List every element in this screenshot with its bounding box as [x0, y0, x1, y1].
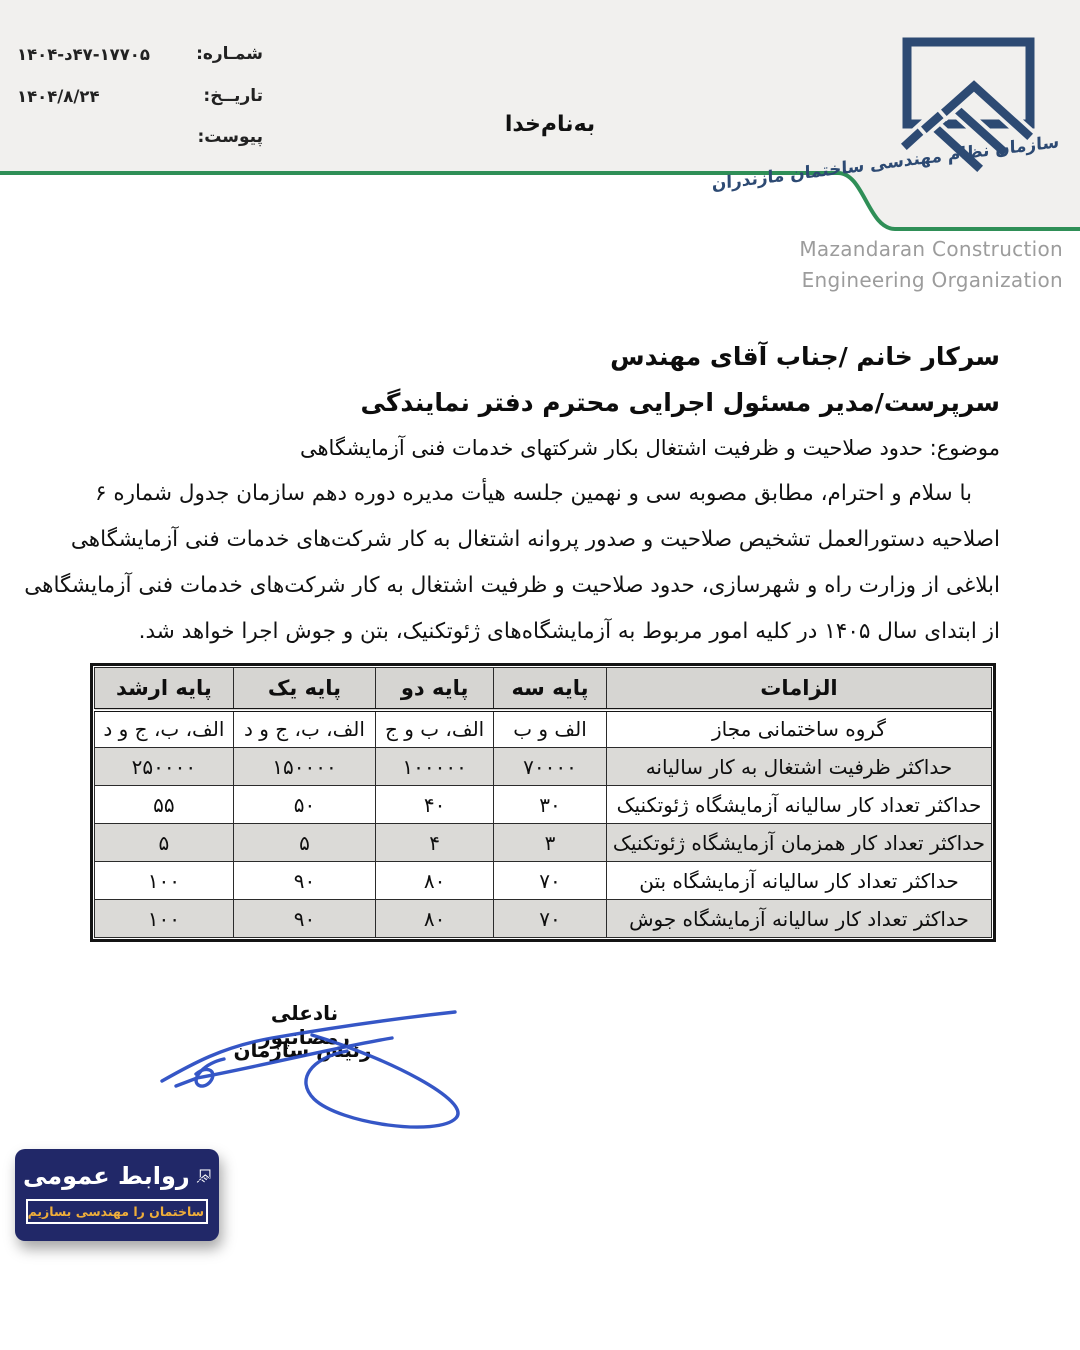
date-value: ۱۴۰۴/۸/۲۴	[17, 87, 100, 106]
body-paragraph: با سلام و احترام، مطابق مصوبه سی و نهمین…	[24, 474, 1000, 658]
table-cell: ۱۰۰	[94, 899, 234, 938]
row-label: حداکثر تعداد کار سالیانه آزمایشگاه بتن	[605, 861, 993, 900]
table-cell: الف، ب و ج	[375, 709, 495, 748]
table-cell: ۹۰	[232, 861, 377, 900]
table-cell: ۸۰	[375, 899, 495, 938]
number-label: شمـاره:	[196, 44, 263, 64]
pr-badge-icon	[195, 1169, 211, 1184]
table-cell: ۱۵۰۰۰۰	[232, 747, 377, 786]
subject-line: موضوع: حدود صلاحیت و ظرفیت اشتغال بکار ش…	[299, 436, 1000, 460]
recipient-block: سرکار خانم /جناب آقای مهندس سرپرست/مدیر …	[80, 334, 1000, 468]
table-cell: ۹۰	[232, 899, 377, 938]
header-band	[0, 0, 1080, 231]
capacity-table-frame: الزامات پایه سه پایه دو پایه یک پایه ارش…	[90, 663, 996, 942]
number-value: ۱۴۰۴-د۴۷-۱۷۷۰۵	[17, 45, 150, 64]
header-cell-grade2: پایه دو	[375, 667, 495, 712]
recipient-line2: سرپرست/مدیر مسئول اجرایی محترم دفتر نمای…	[360, 388, 1000, 417]
row-label: حداکثر تعداد کار سالیانه آزمایشگاه ژئوتک…	[605, 785, 993, 824]
header-cell-grade1: پایه یک	[232, 667, 377, 712]
table-row: حداکثر تعداد کار سالیانه آزمایشگاه بتن ۷…	[94, 861, 993, 900]
signature-scribble	[160, 1010, 460, 1129]
table-row: حداکثر تعداد کار سالیانه آزمایشگاه ژئوتک…	[94, 785, 993, 824]
body-line-3: ابلاغی از وزارت راه و شهرسازی، حدود صلاح…	[24, 573, 1000, 598]
table-row: حداکثر ظرفیت اشتغال به کار سالیانه ۷۰۰۰۰…	[94, 747, 993, 786]
table-cell: الف، ب، ج و د	[94, 709, 234, 748]
table-row: حداکثر تعداد کار همزمان آزمایشگاه ژئوتکن…	[94, 823, 993, 862]
table-cell: الف و ب	[493, 709, 607, 748]
body-line-1: با سلام و احترام، مطابق مصوبه سی و نهمین…	[94, 481, 972, 506]
table-cell: ۵	[94, 823, 234, 862]
pr-badge-top: روابط عمومی	[15, 1149, 219, 1196]
organization-name-english: Mazandaran Construction Engineering Orga…	[799, 234, 1063, 296]
pr-badge-title: روابط عمومی	[23, 1162, 190, 1190]
table-row: گروه ساختمانی مجاز الف و ب الف، ب و ج ال…	[94, 709, 993, 748]
organization-logo-icon	[895, 37, 1039, 178]
header-cell-grade3: پایه سه	[493, 667, 607, 712]
table-cell: ۱۰۰۰۰۰	[375, 747, 495, 786]
table-cell: ۱۰۰	[94, 861, 234, 900]
pr-badge: روابط عمومی ساختمان را مهندسی بسازیم	[15, 1149, 219, 1241]
table-cell: ۳	[493, 823, 607, 862]
table-cell: ۸۰	[375, 861, 495, 900]
header-cell-requirements: الزامات	[605, 667, 993, 712]
pr-badge-slogan: ساختمان را مهندسی بسازیم	[26, 1199, 208, 1224]
org-en-line2: Engineering Organization	[801, 268, 1063, 292]
table-cell: ۴۰	[375, 785, 495, 824]
table-cell: ۷۰	[493, 899, 607, 938]
table-cell: ۷۰	[493, 861, 607, 900]
attachment-label: پیوست:	[197, 127, 264, 147]
row-label: گروه ساختمانی مجاز	[605, 709, 993, 748]
besmellah-text: به‌نام‌خدا	[504, 112, 596, 137]
table-cell: الف، ب، ج و د	[232, 709, 377, 748]
table-cell: ۵۵	[94, 785, 234, 824]
green-divider-line	[0, 171, 1080, 231]
table-row: حداکثر تعداد کار سالیانه آزمایشگاه جوش ۷…	[94, 899, 993, 938]
row-label: حداکثر تعداد کار همزمان آزمایشگاه ژئوتکن…	[605, 823, 993, 862]
table-header-row: الزامات پایه سه پایه دو پایه یک پایه ارش…	[94, 667, 993, 712]
table-cell: ۳۰	[493, 785, 607, 824]
body-line-2: اصلاحیه دستورالعمل تشخیص صلاحیت و صدور پ…	[70, 527, 1000, 552]
body-line-4: از ابتدای سال ۱۴۰۵ در کلیه امور مربوط به…	[138, 619, 1000, 644]
date-label: تاریــخ:	[203, 86, 263, 106]
table-cell: ۴	[375, 823, 495, 862]
capacity-table: الزامات پایه سه پایه دو پایه یک پایه ارش…	[94, 667, 993, 938]
org-en-line1: Mazandaran Construction	[799, 237, 1063, 261]
table-cell: ۲۵۰۰۰۰	[94, 747, 234, 786]
table-cell: ۵۰	[232, 785, 377, 824]
recipient-line1: سرکار خانم /جناب آقای مهندس	[610, 342, 1000, 371]
row-label: حداکثر تعداد کار سالیانه آزمایشگاه جوش	[605, 899, 993, 938]
row-label: حداکثر ظرفیت اشتغال به کار سالیانه	[605, 747, 993, 786]
table-cell: ۷۰۰۰۰	[493, 747, 607, 786]
table-cell: ۵	[232, 823, 377, 862]
header-cell-senior: پایه ارشد	[94, 667, 234, 712]
